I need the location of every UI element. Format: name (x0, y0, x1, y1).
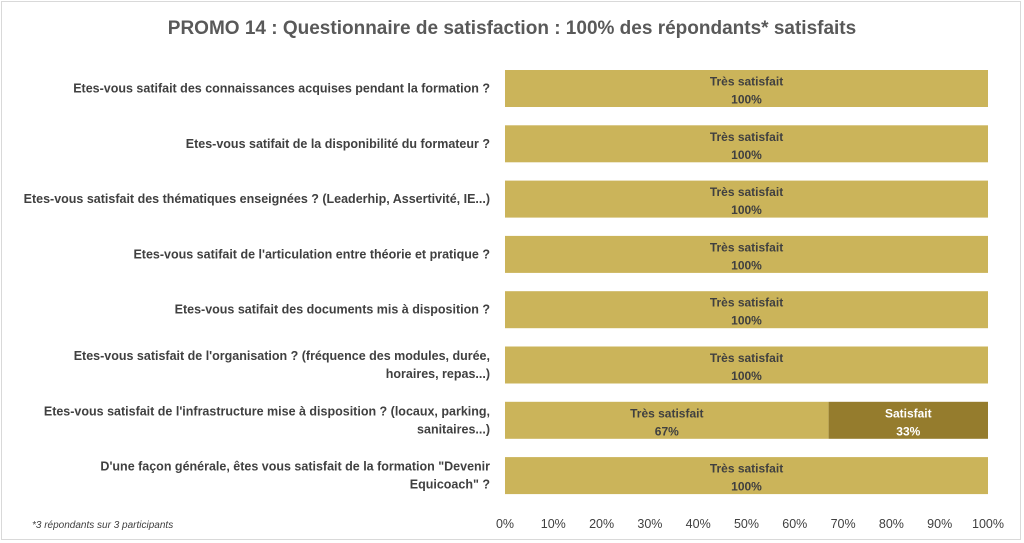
data-label-value: 100% (731, 93, 762, 107)
data-label-series: Très satisfait (710, 462, 783, 476)
bar-segment (505, 70, 988, 107)
question-label: Etes-vous satifait de la disponibilité d… (186, 137, 490, 151)
question-label: Etes-vous satifait des connaissances acq… (73, 82, 490, 96)
x-tick-label: 10% (541, 517, 566, 531)
question-label: sanitaires...) (417, 422, 490, 436)
bars-group (505, 70, 988, 495)
x-tick-label: 50% (734, 517, 759, 531)
question-label: Etes-vous satifait des documents mis à d… (175, 303, 490, 317)
data-labels: Très satisfait 100% Très satisfait 100% Très… (630, 75, 932, 494)
x-tick-label: 30% (637, 517, 662, 531)
data-label-value: 100% (731, 203, 762, 217)
data-label-series: Très satisfait (710, 130, 783, 144)
x-tick-label: 90% (927, 517, 952, 531)
question-label: D'une façon générale, êtes vous satisfai… (100, 460, 490, 474)
x-tick-label: 80% (879, 517, 904, 531)
bar-segment (505, 235, 988, 273)
data-label-value: 100% (731, 258, 762, 272)
data-label-series: Très satisfait (710, 351, 783, 365)
x-tick-label: 100% (972, 517, 1004, 531)
x-tick-label: 0% (496, 517, 514, 531)
question-label: Etes-vous satisfait de l'organisation ? … (74, 349, 490, 363)
bar-segment (505, 125, 988, 163)
bar-segment (505, 346, 988, 384)
bar-segment (828, 401, 988, 439)
data-label-series: Très satisfait (710, 75, 783, 89)
chart-title: PROMO 14 : Questionnaire de satisfaction… (168, 18, 856, 39)
bar-segment (505, 291, 988, 329)
data-label-value: 100% (731, 480, 762, 494)
bar-segment (505, 401, 829, 439)
data-label-value: 100% (731, 314, 762, 328)
data-label-series: Très satisfait (710, 296, 783, 310)
data-label-series: Très satisfait (630, 406, 703, 420)
data-label-series: Très satisfait (710, 240, 783, 254)
question-label: Equicoach" ? (410, 478, 490, 492)
data-label-value: 67% (655, 424, 679, 438)
question-label: Etes-vous satisfait des thématiques ense… (24, 192, 490, 206)
x-tick-label: 20% (589, 517, 614, 531)
question-label: horaires, repas...) (386, 367, 490, 381)
data-label-series: Très satisfait (710, 185, 783, 199)
data-label-series: Satisfait (885, 406, 932, 420)
x-tick-label: 70% (831, 517, 856, 531)
bar-segment (505, 180, 988, 218)
question-label: Etes-vous satisfait de l'infrastructure … (44, 404, 490, 418)
data-label-value: 33% (896, 424, 920, 438)
x-tick-label: 60% (782, 517, 807, 531)
question-labels: Etes-vous satifait des connaissances acq… (24, 82, 490, 492)
bar-segment (505, 457, 988, 495)
footnote: *3 répondants sur 3 participants (32, 520, 173, 531)
data-label-value: 100% (731, 148, 762, 162)
question-label: Etes-vous satifait de l'articulation ent… (133, 247, 490, 261)
x-axis-ticks: 0% 10% 20% 30% 40% 50% 60% 70% 80% 90% 100% (496, 517, 1004, 531)
x-tick-label: 40% (686, 517, 711, 531)
data-label-value: 100% (731, 369, 762, 383)
